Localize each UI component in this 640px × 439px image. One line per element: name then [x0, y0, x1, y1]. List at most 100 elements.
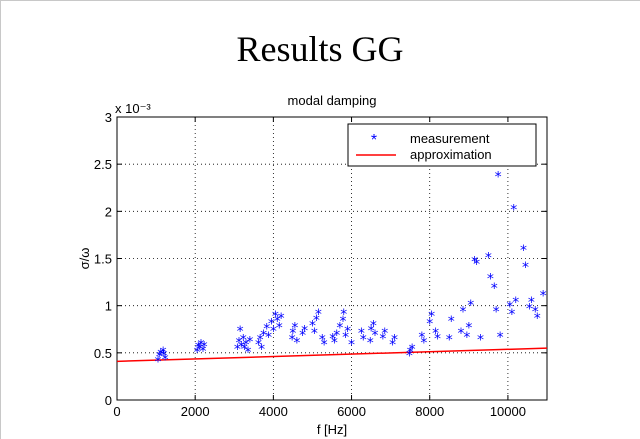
measurement-point: *	[160, 345, 167, 361]
measurement-point: *	[372, 328, 379, 344]
chart-title: modal damping	[288, 93, 377, 108]
measurement-point: *	[157, 347, 164, 363]
measurement-point: *	[448, 314, 455, 330]
measurement-point: *	[238, 339, 245, 355]
measurement-point: *	[263, 321, 270, 337]
slide-title: Results GG	[236, 29, 404, 69]
measurement-point: *	[471, 254, 478, 270]
measurement-point: *	[495, 169, 502, 185]
measurement-point: *	[200, 344, 207, 360]
data-layer: ****** ****** ********* ****************** *…	[116, 169, 548, 370]
measurement-point: *	[246, 335, 253, 351]
slide-left-border	[0, 0, 1, 439]
measurement-point: *	[258, 342, 265, 358]
measurement-point: *	[313, 313, 320, 329]
measurement-point: *	[508, 307, 515, 323]
measurement-point: *	[493, 304, 500, 320]
measurement-point: *	[370, 319, 377, 335]
measurement-point: *	[485, 251, 492, 267]
measurement-point: *	[487, 271, 494, 287]
y-tick-label: 2	[105, 204, 112, 219]
measurement-point: *	[389, 337, 396, 353]
measurement-point: *	[291, 320, 298, 336]
measurement-point: *	[244, 345, 251, 361]
measurement-point: *	[255, 337, 262, 353]
measurement-point: *	[270, 324, 277, 340]
measurement-point: *	[243, 337, 250, 353]
measurement-point: *	[329, 332, 336, 348]
measurement-point: *	[526, 302, 533, 318]
measurement-point: *	[319, 333, 326, 349]
measurement-point: *	[195, 340, 202, 356]
x-tick-label: 0	[113, 404, 120, 419]
measurement-point: *	[506, 300, 513, 316]
measurement-point: *	[289, 333, 296, 349]
measurement-point: *	[381, 326, 388, 342]
measurement-point: *	[510, 203, 517, 219]
measurement-point: *	[463, 330, 470, 346]
measurement-point: *	[522, 260, 529, 276]
measurement-point: *	[491, 281, 498, 297]
y-tick-label: 1.5	[94, 252, 112, 267]
measurement-point: *	[532, 304, 539, 320]
measurement-point: *	[467, 298, 474, 314]
x-tick-label: 4000	[259, 404, 288, 419]
measurement-point: *	[336, 320, 343, 336]
measurement-point: *	[241, 342, 248, 358]
legend-box	[347, 123, 537, 167]
measurement-point: *	[528, 295, 535, 311]
measurement-point: *	[260, 328, 267, 344]
measurement-point: *	[321, 337, 328, 353]
legend-measurement-marker: *	[371, 132, 377, 149]
measurement-point: *	[477, 333, 484, 349]
measurement-point: *	[276, 320, 283, 336]
measurement-point: *	[155, 354, 162, 370]
measurement-point: *	[196, 342, 203, 358]
measurement-point: *	[162, 352, 169, 368]
x-tick-label: 2000	[181, 404, 210, 419]
y-tick-label: 0	[105, 393, 112, 408]
measurement-point: *	[379, 332, 386, 348]
slide-top-border	[0, 0, 640, 1]
measurement-point: *	[237, 324, 244, 340]
measurement-point: *	[348, 337, 355, 353]
axis-ticks: 0 2000 4000 6000 8000 10000 0 0.5 1 1.5 2 2.5 3	[94, 110, 547, 419]
measurement-point: *	[342, 330, 349, 346]
measurement-point: *	[257, 333, 264, 349]
measurement-point: *	[512, 295, 519, 311]
measurement-point: *	[235, 336, 242, 352]
measurement-point: *	[272, 309, 279, 325]
measurement-point: *	[333, 328, 340, 344]
measurement-point: *	[465, 320, 472, 336]
measurement-point: *	[497, 330, 504, 346]
measurement-point: *	[309, 319, 316, 335]
measurement-point: *	[418, 330, 425, 346]
y-tick-label: 1	[105, 299, 112, 314]
measurement-point: *	[458, 326, 465, 342]
measurement-point: *	[534, 311, 541, 327]
legend-approximation-label: approximation	[410, 147, 492, 162]
y-tick-label: 0.5	[94, 346, 112, 361]
measurement-point: *	[339, 314, 346, 330]
measurement-point: *	[446, 333, 453, 349]
measurement-point: *	[434, 332, 441, 348]
measurement-point: *	[432, 326, 439, 342]
measurement-point: *	[301, 323, 308, 339]
measurement-point: *	[194, 345, 201, 361]
measurement-point: *	[265, 330, 272, 346]
y-tick-label: 3	[105, 110, 112, 125]
measurement-point: *	[160, 349, 167, 365]
measurement-point: *	[274, 314, 281, 330]
measurement-point: *	[198, 337, 205, 353]
measurement-point: *	[293, 336, 300, 352]
measurement-point: *	[428, 309, 435, 325]
measurement-point: *	[201, 339, 208, 355]
measurement-point: *	[268, 317, 275, 333]
y-axis-label: σ/ω	[77, 248, 92, 270]
legend: * measurement approximation	[347, 123, 537, 167]
measurement-point: *	[368, 323, 375, 339]
measurement-point: *	[156, 350, 163, 366]
measurement-point: *	[391, 333, 398, 349]
y-scale-label: x 10⁻³	[115, 101, 151, 116]
